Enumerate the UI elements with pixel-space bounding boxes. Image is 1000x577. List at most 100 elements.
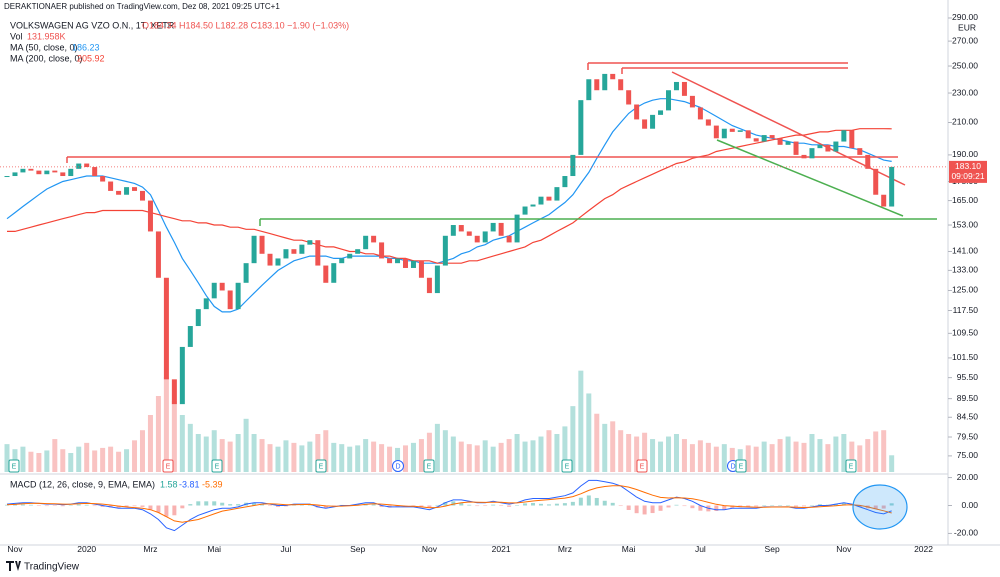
footer-logo: TradingView bbox=[6, 561, 80, 573]
volume-bar bbox=[315, 434, 321, 472]
candle bbox=[12, 172, 18, 177]
event-marker: E bbox=[8, 459, 20, 473]
candle bbox=[522, 206, 528, 215]
candle bbox=[554, 187, 560, 201]
candle bbox=[44, 170, 50, 175]
candle bbox=[689, 95, 695, 108]
candle bbox=[658, 110, 664, 115]
candle bbox=[761, 135, 767, 142]
macd-histogram-bar bbox=[538, 503, 543, 506]
candle bbox=[817, 144, 823, 149]
volume-bar bbox=[355, 445, 361, 472]
volume-bar bbox=[124, 449, 130, 472]
x-tick-label: Mai bbox=[207, 544, 221, 554]
candle bbox=[4, 176, 10, 178]
volume-bar bbox=[490, 446, 496, 472]
candle bbox=[753, 138, 759, 142]
macd-histogram-bar bbox=[132, 505, 137, 507]
volume-bar bbox=[4, 444, 10, 472]
event-icon bbox=[423, 459, 435, 473]
macd-histogram-bar bbox=[786, 505, 791, 507]
y-tick-label: 210.00 bbox=[952, 117, 978, 127]
macd-histogram-bar bbox=[531, 502, 536, 506]
macd-histogram-bar bbox=[475, 505, 480, 507]
candle bbox=[28, 168, 34, 171]
volume-bar bbox=[267, 444, 273, 472]
x-tick-label: Mrz bbox=[558, 544, 572, 554]
macd-histogram-bar bbox=[419, 505, 424, 507]
volume-bar bbox=[618, 430, 624, 472]
volume-bar bbox=[283, 440, 289, 472]
candle bbox=[139, 190, 145, 201]
candle bbox=[777, 138, 783, 145]
volume-bar bbox=[769, 444, 775, 472]
macd-histogram-bar bbox=[459, 502, 464, 506]
last-price-box bbox=[949, 160, 987, 183]
volume-bar bbox=[395, 447, 401, 472]
volume-bar bbox=[108, 446, 114, 472]
volume-bar bbox=[817, 439, 823, 472]
candle bbox=[68, 168, 74, 177]
volume-bar bbox=[705, 442, 711, 472]
macd-histogram-bar bbox=[60, 505, 65, 507]
candle bbox=[275, 258, 281, 266]
candle bbox=[650, 114, 656, 129]
macd-histogram-bar bbox=[889, 503, 894, 506]
macd-histogram-bar bbox=[212, 501, 217, 506]
macd-histogram-bar bbox=[68, 505, 73, 506]
candle bbox=[76, 163, 82, 169]
volume-bar bbox=[259, 439, 265, 472]
volume-bar bbox=[889, 455, 895, 472]
volume-bar bbox=[642, 432, 648, 472]
event-marker: E bbox=[211, 459, 223, 473]
macd-histogram-bar bbox=[52, 505, 57, 507]
candle bbox=[841, 130, 847, 142]
candle bbox=[745, 130, 751, 139]
macd-histogram-bar bbox=[435, 504, 440, 506]
candle bbox=[809, 148, 815, 159]
macd-histogram-bar bbox=[809, 505, 814, 506]
macd-histogram-bar bbox=[84, 504, 89, 506]
macd-histogram-bar bbox=[754, 505, 759, 507]
volume-bar bbox=[195, 434, 201, 472]
event-label: E bbox=[849, 463, 854, 470]
x-tick-label: Nov bbox=[7, 544, 23, 554]
event-marker: E bbox=[636, 459, 648, 473]
candle bbox=[873, 168, 879, 195]
candle bbox=[235, 282, 241, 310]
volume-bar bbox=[578, 370, 584, 472]
macd-histogram-bar bbox=[507, 505, 512, 507]
candle bbox=[299, 244, 305, 254]
ma50-legend: MA (50, close, 0) bbox=[10, 42, 78, 52]
candle bbox=[474, 235, 480, 243]
candle bbox=[124, 187, 130, 195]
candle bbox=[570, 154, 576, 177]
volume-bar bbox=[219, 439, 225, 472]
macd-histogram-bar bbox=[682, 505, 687, 507]
macd-histogram-bar bbox=[857, 505, 862, 508]
axes: 290.00270.00250.00230.00210.00190.00175.… bbox=[7, 12, 987, 554]
volume-bar bbox=[538, 436, 544, 472]
volume-bar bbox=[570, 406, 576, 472]
volume-bar bbox=[546, 430, 552, 472]
candle bbox=[155, 231, 161, 278]
candle bbox=[538, 196, 544, 205]
macd-histogram-bar bbox=[371, 504, 376, 506]
candle bbox=[395, 258, 401, 264]
signal-value: -5.39 bbox=[202, 479, 223, 489]
macd-histogram-bar bbox=[411, 505, 416, 507]
x-tick-label: Sep bbox=[765, 544, 780, 554]
macd-histogram-bar bbox=[746, 505, 751, 507]
volume-bar bbox=[147, 415, 153, 472]
candles bbox=[0, 73, 948, 405]
macd-histogram-bar bbox=[299, 505, 304, 506]
volume-bar bbox=[76, 446, 82, 472]
candle bbox=[610, 73, 616, 80]
volume-legend: Vol bbox=[10, 31, 23, 41]
volume-bar bbox=[530, 440, 536, 472]
y-tick-label: 75.00 bbox=[957, 450, 979, 460]
macd-histogram-bar bbox=[794, 505, 799, 507]
y-tick-label: 95.50 bbox=[957, 372, 979, 382]
event-icon bbox=[561, 459, 573, 473]
volume-bar bbox=[323, 430, 329, 472]
